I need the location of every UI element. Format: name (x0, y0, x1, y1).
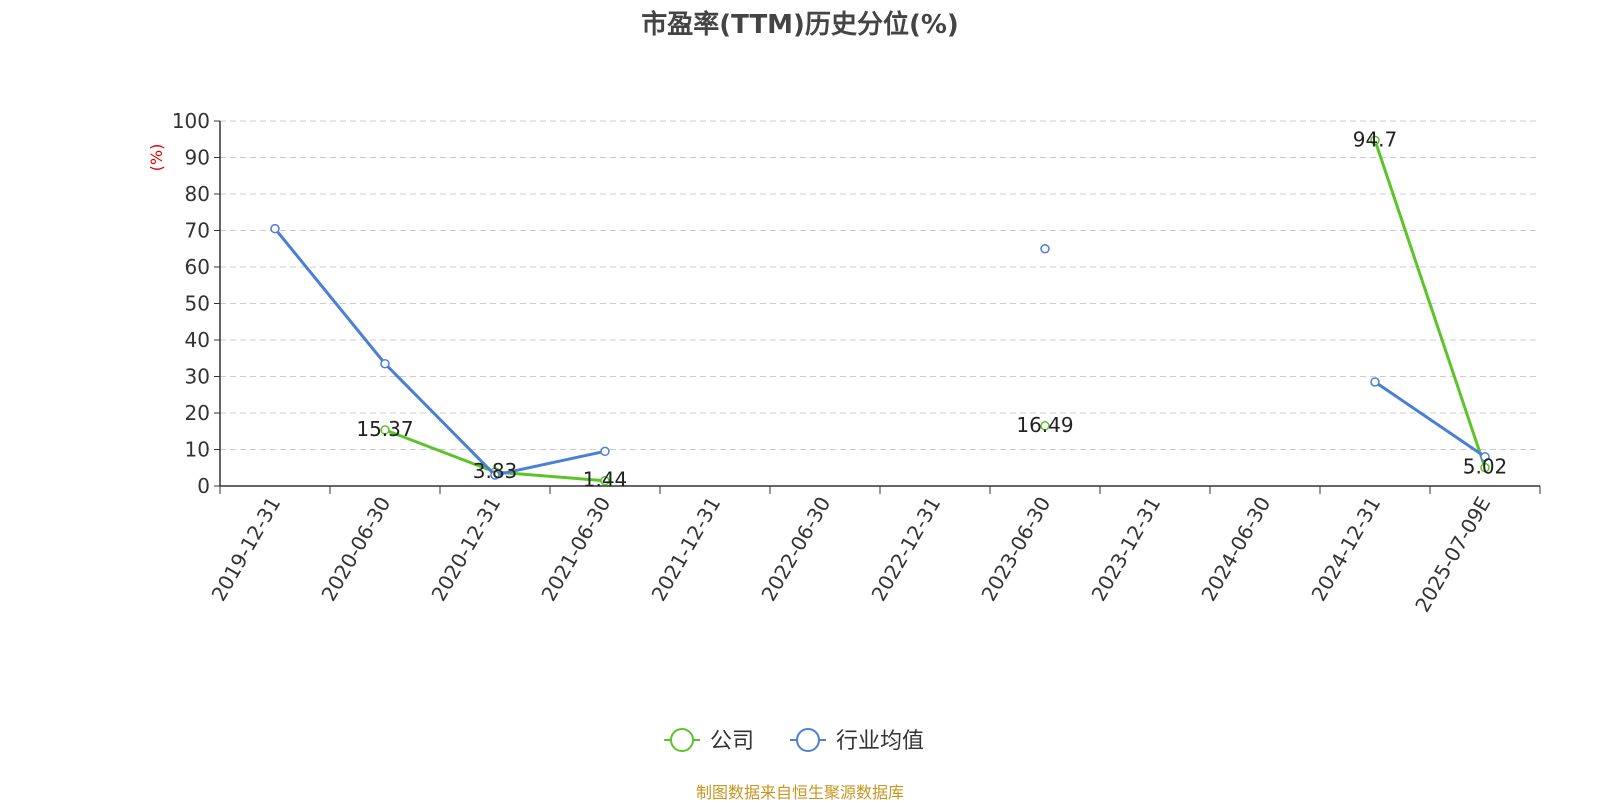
legend-swatch-marker[interactable] (670, 728, 694, 752)
y-tick-label: 10 (185, 438, 210, 462)
data-point[interactable] (380, 358, 390, 369)
data-point[interactable] (1370, 135, 1380, 146)
y-tick-label: 100 (172, 109, 210, 133)
grid-lines (220, 120, 1540, 450)
series-area (270, 135, 1490, 486)
data-point[interactable] (600, 446, 610, 457)
data-label: 1.44 (583, 468, 628, 492)
x-tick-label: 2024-06-30 (1196, 493, 1275, 606)
y-tick-label: 40 (185, 328, 210, 352)
series-line (1374, 380, 1486, 459)
y-tick-label: 30 (185, 365, 210, 389)
data-label: 3.83 (473, 459, 518, 483)
x-tick-label: 2020-06-30 (316, 493, 395, 606)
data-point[interactable] (1480, 462, 1490, 473)
x-tick-label: 2019-12-31 (206, 493, 285, 606)
data-label: 94.7 (1353, 127, 1398, 151)
axes: 0 10 20 30 40 50 60 70 80 90 100 (%) 2019-12-31 2020-… (147, 109, 1541, 617)
data-point[interactable] (1040, 421, 1050, 431)
legend[interactable]: 公司 行业均值 (664, 728, 924, 754)
legend-label[interactable]: 行业均值 (836, 729, 924, 754)
data-point[interactable] (1480, 452, 1490, 462)
legend-swatch-marker[interactable] (796, 728, 820, 752)
x-tick-label: 2023-12-31 (1086, 493, 1165, 606)
data-point[interactable] (380, 425, 390, 435)
chart-title: 市盈率(TTM)历史分位(%) (641, 10, 959, 40)
y-tick-label: 90 (185, 146, 210, 170)
legend-label[interactable]: 公司 (710, 729, 754, 754)
data-point[interactable] (1040, 244, 1050, 254)
data-label: 15.37 (356, 417, 413, 441)
data-point[interactable] (270, 223, 280, 234)
x-tick-label: 2022-06-30 (756, 493, 835, 606)
y-tick-label: 20 (185, 401, 210, 425)
y-tick-label: 70 (185, 219, 210, 243)
x-tick-label: 2021-06-30 (536, 493, 615, 606)
series-line (273, 227, 606, 477)
x-tick-label: 2024-12-31 (1306, 493, 1385, 606)
x-tick-label: 2021-12-31 (646, 493, 725, 606)
series-line (1373, 139, 1487, 469)
x-tick-label: 2022-12-31 (866, 493, 945, 606)
x-tick-label: 2020-12-31 (426, 493, 505, 606)
data-point[interactable] (490, 470, 500, 480)
data-label: 5.02 (1463, 455, 1508, 479)
x-tick-label: 2025-07-09E (1410, 493, 1495, 617)
source-note: 制图数据来自恒生聚源数据库 (695, 783, 904, 802)
data-point[interactable] (1370, 377, 1380, 387)
y-tick-label: 80 (185, 182, 210, 206)
data-label: 16.49 (1016, 413, 1073, 437)
y-tick-label: 0 (197, 474, 210, 498)
data-labels: 15.37 3.83 1.44 16.49 94.7 5.02 (356, 127, 1507, 491)
y-tick-label: 50 (185, 292, 210, 316)
y-tick-label: 60 (185, 255, 210, 279)
x-tick-label: 2023-06-30 (976, 493, 1055, 606)
y-axis-label: (%) (147, 144, 166, 172)
data-point[interactable] (600, 475, 610, 486)
